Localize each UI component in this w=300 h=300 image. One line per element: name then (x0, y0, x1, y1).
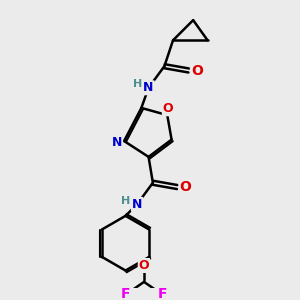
Text: H: H (133, 79, 142, 89)
Text: O: O (139, 259, 149, 272)
Text: O: O (179, 180, 191, 194)
Text: N: N (112, 136, 122, 149)
Text: H: H (122, 196, 131, 206)
Text: O: O (191, 64, 203, 77)
Text: F: F (121, 287, 130, 300)
Text: O: O (163, 102, 173, 115)
Text: N: N (143, 81, 154, 94)
Text: F: F (158, 287, 167, 300)
Text: N: N (132, 198, 142, 211)
